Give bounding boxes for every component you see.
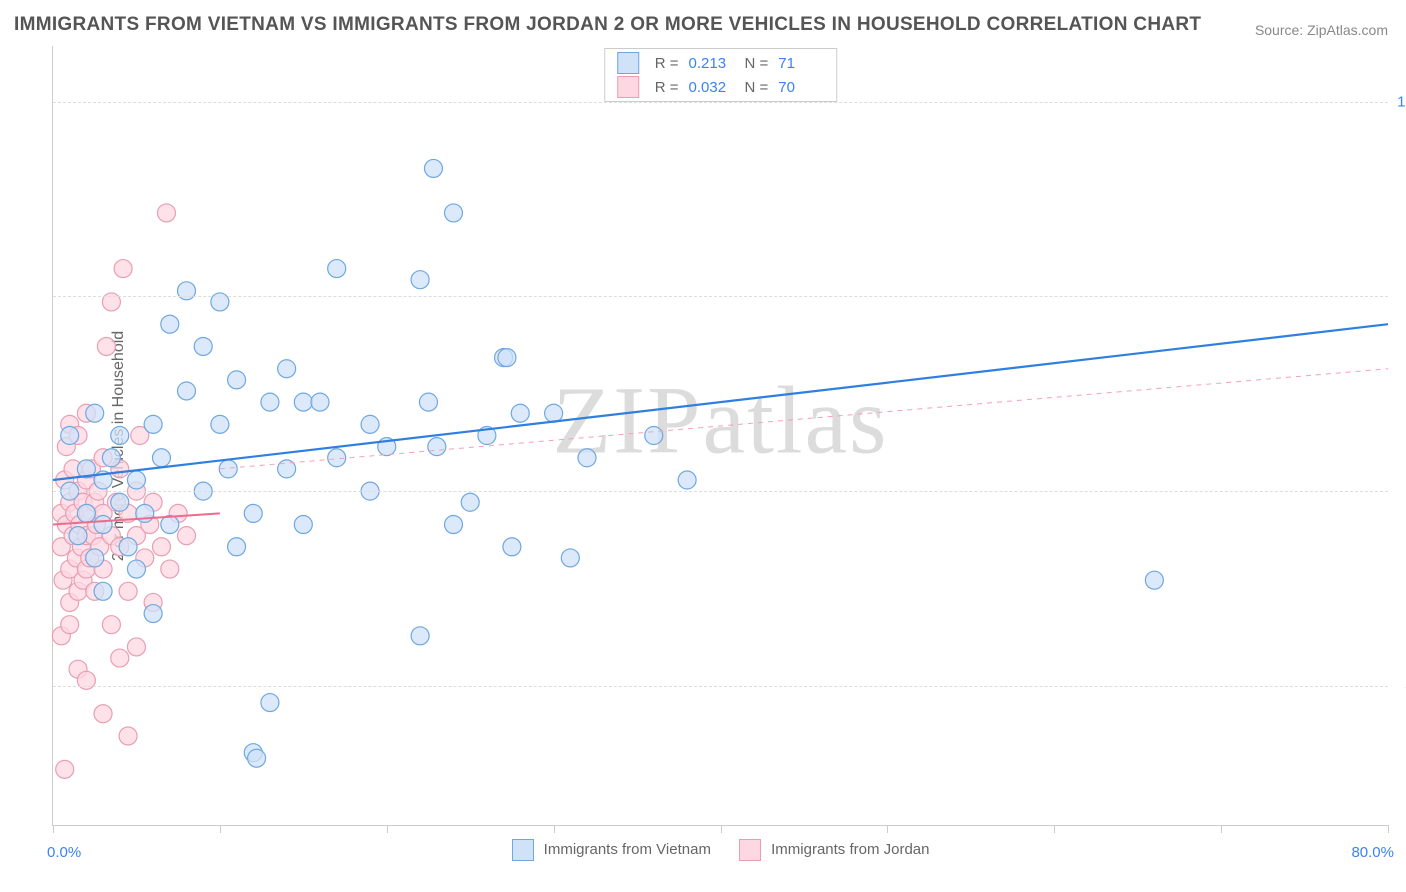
x-tick	[1388, 825, 1389, 833]
chart-svg	[53, 46, 1388, 825]
source-label: Source: ZipAtlas.com	[1255, 22, 1388, 38]
legend-swatch-jordan	[739, 839, 761, 861]
y-tick-label: 82.5%	[1392, 288, 1406, 305]
plot-area: ZIPatlas R = 0.213 N = 71 R = 0.032 N = …	[52, 46, 1388, 826]
gridline	[53, 491, 1388, 492]
x-axis-min-label: 0.0%	[47, 844, 81, 861]
y-tick-label: 47.5%	[1392, 677, 1406, 694]
x-tick	[887, 825, 888, 833]
legend-item-vietnam: Immigrants from Vietnam	[511, 839, 710, 861]
x-tick	[1221, 825, 1222, 833]
legend-swatch-vietnam	[511, 839, 533, 861]
x-tick	[220, 825, 221, 833]
gridline	[53, 296, 1388, 297]
x-tick	[387, 825, 388, 833]
x-tick	[721, 825, 722, 833]
chart-title: IMMIGRANTS FROM VIETNAM VS IMMIGRANTS FR…	[14, 14, 1201, 36]
series-legend: Immigrants from Vietnam Immigrants from …	[511, 839, 929, 861]
x-tick	[53, 825, 54, 833]
gridline	[53, 102, 1388, 103]
gridline	[53, 686, 1388, 687]
legend-item-jordan: Immigrants from Jordan	[739, 839, 930, 861]
legend-label-jordan: Immigrants from Jordan	[771, 841, 929, 858]
y-tick-label: 100.0%	[1392, 93, 1406, 110]
legend-label-vietnam: Immigrants from Vietnam	[544, 841, 711, 858]
x-tick	[554, 825, 555, 833]
x-tick	[1054, 825, 1055, 833]
y-tick-label: 65.0%	[1392, 483, 1406, 500]
x-axis-max-label: 80.0%	[1351, 844, 1394, 861]
